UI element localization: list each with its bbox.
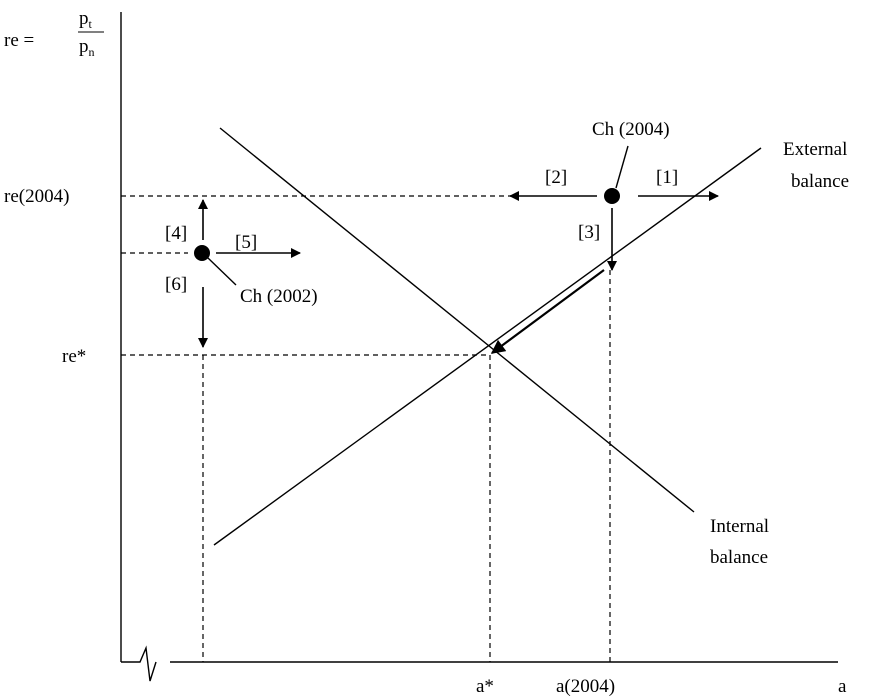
arrow-4-label: [4] [165, 223, 187, 244]
ch2004-callout [615, 145, 629, 189]
arrow-6-label: [6] [165, 274, 187, 295]
internal-balance-label-1: Internal [710, 516, 769, 537]
x-tick-a2004: a(2004) [556, 676, 615, 696]
arrow-1-label: [1] [656, 167, 678, 188]
arrow-2-label: [2] [545, 167, 567, 188]
arrow-5-label: [5] [235, 232, 257, 253]
adjustment-path-arrow [490, 269, 605, 354]
ch2004-label: Ch (2004) [592, 119, 670, 140]
y-axis-label-lhs: re = [4, 30, 34, 51]
y-axis-label-denominator: pn [79, 36, 95, 59]
x-tick-a-star: a* [476, 676, 494, 696]
y-tick-re-star: re* [62, 346, 86, 367]
ch2004-point [604, 188, 620, 204]
ch2002-callout [207, 257, 237, 286]
arrow-3-label: [3] [578, 222, 600, 243]
external-balance-label-2: balance [791, 171, 849, 192]
external-balance-line [213, 147, 762, 546]
internal-balance-line [219, 127, 695, 513]
y-tick-re2004: re(2004) [4, 186, 69, 207]
ch2002-point [194, 245, 210, 261]
x-axis-break [121, 645, 157, 682]
y-axis-label-numerator: pt [79, 8, 93, 31]
ch2002-label: Ch (2002) [240, 286, 318, 307]
internal-balance-label-2: balance [710, 547, 768, 568]
x-axis-label: a [838, 676, 847, 696]
external-balance-label-1: External [783, 139, 847, 160]
